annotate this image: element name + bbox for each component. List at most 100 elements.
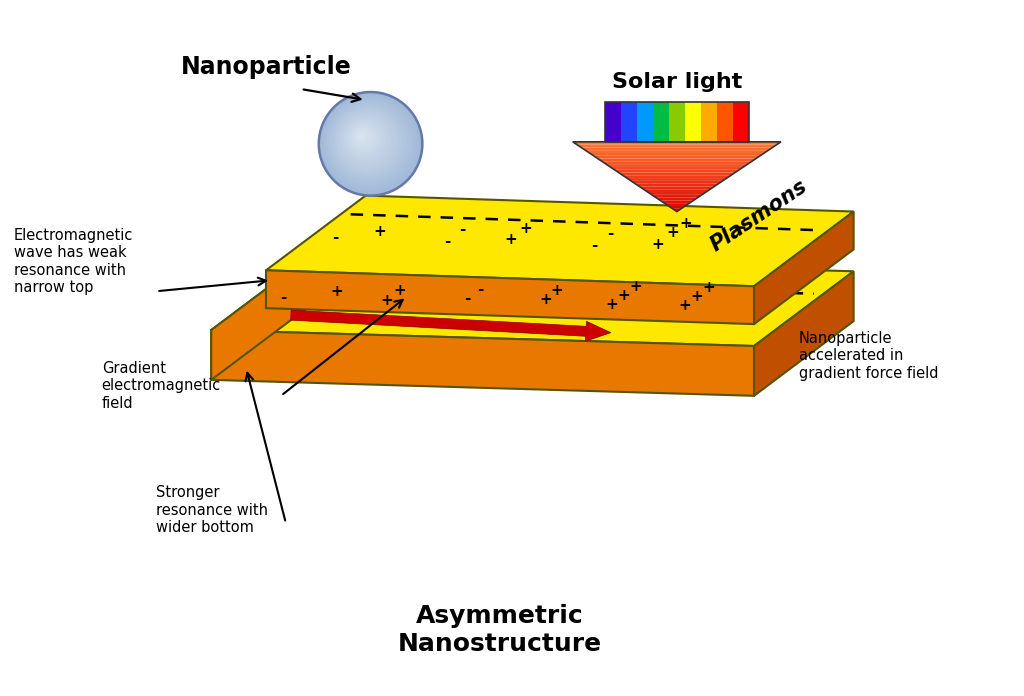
Ellipse shape: [326, 100, 412, 185]
Text: +: +: [701, 280, 715, 294]
Polygon shape: [266, 196, 854, 286]
Bar: [604, 102, 749, 142]
Polygon shape: [598, 159, 756, 161]
Polygon shape: [211, 255, 311, 380]
Text: +: +: [605, 297, 618, 312]
Polygon shape: [581, 148, 772, 150]
Text: -: -: [464, 292, 470, 306]
Polygon shape: [602, 161, 752, 164]
Ellipse shape: [318, 92, 422, 196]
Bar: [652, 102, 669, 142]
Ellipse shape: [331, 104, 404, 179]
Polygon shape: [594, 156, 760, 159]
Text: +: +: [393, 283, 406, 298]
Ellipse shape: [349, 123, 379, 153]
Text: +: +: [651, 237, 664, 252]
Text: -: -: [477, 282, 483, 296]
Bar: [604, 102, 621, 142]
Ellipse shape: [328, 101, 411, 184]
Ellipse shape: [335, 109, 399, 173]
Polygon shape: [648, 192, 706, 195]
Polygon shape: [590, 153, 764, 156]
Polygon shape: [577, 145, 777, 148]
Text: Asymmetric
Nanostructure: Asymmetric Nanostructure: [398, 604, 602, 656]
Ellipse shape: [358, 134, 365, 139]
Ellipse shape: [360, 135, 362, 138]
Text: +: +: [539, 292, 552, 307]
Ellipse shape: [357, 132, 367, 141]
Text: Electromagnetic
wave has weak
resonance with
narrow top: Electromagnetic wave has weak resonance …: [14, 228, 133, 295]
Ellipse shape: [329, 102, 409, 182]
Text: -: -: [280, 290, 287, 305]
Ellipse shape: [351, 126, 375, 150]
Polygon shape: [211, 255, 854, 346]
Ellipse shape: [338, 112, 394, 168]
Ellipse shape: [323, 96, 417, 191]
Polygon shape: [754, 271, 854, 396]
Text: +: +: [373, 223, 386, 239]
Ellipse shape: [345, 120, 384, 158]
Polygon shape: [669, 206, 685, 209]
Polygon shape: [754, 212, 854, 324]
Text: -: -: [444, 234, 451, 248]
Bar: [733, 102, 749, 142]
Ellipse shape: [350, 125, 377, 151]
Polygon shape: [572, 142, 781, 145]
Polygon shape: [673, 209, 681, 212]
Ellipse shape: [337, 111, 396, 170]
Text: +: +: [630, 279, 642, 294]
Ellipse shape: [356, 131, 369, 143]
Polygon shape: [618, 173, 735, 175]
Ellipse shape: [342, 116, 389, 164]
Polygon shape: [211, 330, 754, 396]
Polygon shape: [631, 181, 723, 184]
Polygon shape: [652, 195, 701, 198]
Text: Plasmons: Plasmons: [707, 176, 811, 255]
Polygon shape: [614, 170, 739, 173]
Text: Solar light: Solar light: [611, 72, 742, 92]
Text: +: +: [617, 288, 630, 303]
Bar: [685, 102, 700, 142]
Text: +: +: [519, 221, 532, 236]
Ellipse shape: [322, 95, 419, 192]
Bar: [637, 102, 652, 142]
Text: +: +: [551, 283, 563, 298]
Ellipse shape: [347, 121, 382, 157]
Polygon shape: [266, 270, 754, 324]
Polygon shape: [586, 150, 768, 153]
Polygon shape: [627, 178, 727, 181]
Polygon shape: [623, 175, 731, 178]
Text: +: +: [678, 298, 691, 313]
Ellipse shape: [319, 93, 421, 194]
Ellipse shape: [332, 106, 403, 177]
Ellipse shape: [352, 127, 374, 148]
Text: +: +: [666, 226, 679, 240]
Polygon shape: [610, 167, 743, 170]
Polygon shape: [656, 198, 697, 200]
Polygon shape: [635, 184, 719, 187]
Text: Stronger
resonance with
wider bottom: Stronger resonance with wider bottom: [157, 485, 268, 535]
Text: +: +: [679, 216, 691, 230]
Ellipse shape: [341, 115, 391, 165]
Text: Nanoparticle
accelerated in
gradient force field: Nanoparticle accelerated in gradient for…: [799, 331, 938, 381]
Ellipse shape: [343, 117, 387, 161]
Text: Gradient
electromagnetic
field: Gradient electromagnetic field: [101, 361, 221, 411]
Ellipse shape: [354, 129, 372, 146]
Ellipse shape: [339, 113, 392, 166]
Ellipse shape: [336, 110, 398, 172]
Text: -: -: [591, 239, 597, 253]
Polygon shape: [660, 200, 693, 203]
Polygon shape: [665, 203, 689, 206]
Text: +: +: [505, 232, 517, 247]
Ellipse shape: [324, 97, 416, 189]
Ellipse shape: [325, 98, 414, 187]
Ellipse shape: [330, 103, 407, 180]
Text: +: +: [380, 293, 392, 308]
Polygon shape: [643, 189, 711, 192]
Text: +: +: [690, 289, 702, 303]
Text: -: -: [332, 230, 338, 245]
Ellipse shape: [334, 107, 401, 175]
Text: -: -: [459, 223, 466, 237]
Bar: [717, 102, 733, 142]
Bar: [669, 102, 685, 142]
